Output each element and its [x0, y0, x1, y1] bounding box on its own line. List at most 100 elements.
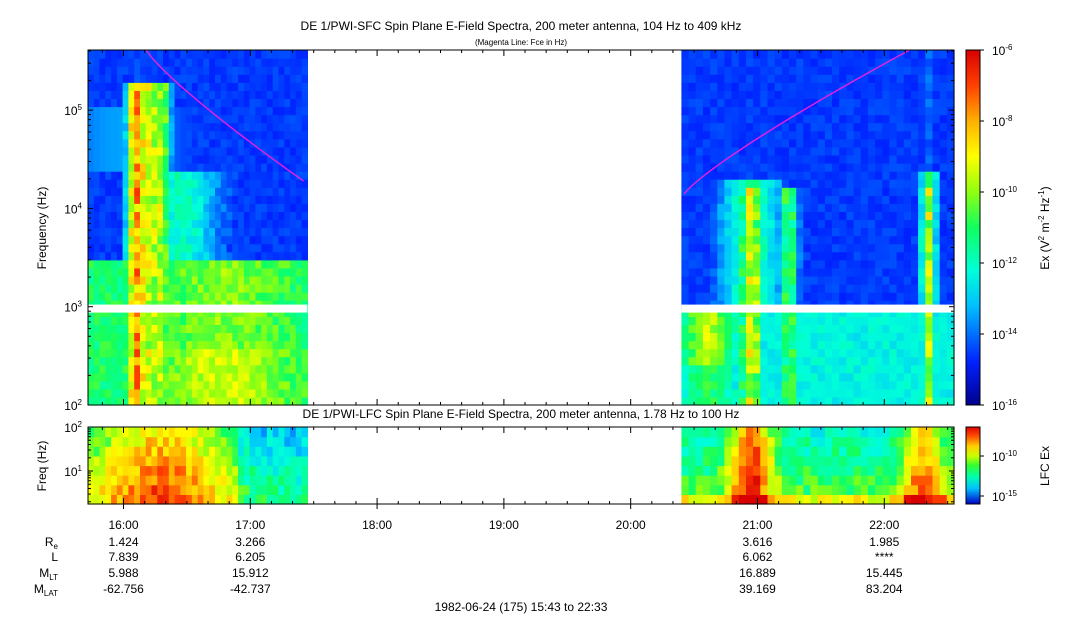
sfc-cell [140, 316, 147, 325]
sfc-cell [925, 267, 934, 277]
sfc-cell [111, 316, 118, 325]
sfc-cell [140, 251, 147, 261]
sfc-cell [215, 284, 222, 293]
sfc-cell [875, 154, 883, 164]
sfc-cell [266, 340, 274, 350]
sfc-cell [774, 187, 783, 196]
sfc-cell [946, 211, 955, 221]
sfc-cell [197, 66, 205, 75]
sfc-cell [789, 187, 797, 196]
sfc-cell [939, 316, 948, 325]
sfc-cell [266, 195, 274, 204]
sfc-cell [860, 171, 869, 180]
sfc-cell [688, 380, 697, 390]
ephemeris-row-label: L [51, 550, 58, 564]
lfc-cell [803, 465, 812, 476]
sfc-cell [738, 195, 747, 204]
sfc-cell [781, 332, 790, 342]
sfc-cell [128, 82, 135, 91]
sfc-cell [203, 364, 210, 374]
lfc-cell [140, 494, 147, 505]
sfc-cell [301, 171, 308, 180]
sfc-cell [875, 114, 883, 124]
sfc-cell [157, 259, 164, 269]
sfc-cell [731, 171, 740, 180]
sfc-cell [238, 372, 245, 382]
sfc-cell [255, 316, 262, 325]
sfc-cell [122, 195, 129, 204]
sfc-cell [209, 187, 216, 196]
sfc-cell [278, 195, 285, 204]
sfc-cell [134, 356, 141, 366]
sfc-cell [889, 187, 898, 196]
sfc-cell [717, 316, 726, 325]
lfc-cell [903, 484, 912, 495]
sfc-cell [272, 380, 280, 390]
sfc-cell [774, 146, 783, 156]
sfc-cell [789, 396, 797, 406]
lfc-cell [197, 436, 205, 447]
sfc-cell [105, 356, 112, 366]
lfc-cell [731, 475, 740, 486]
lfc-cell [903, 446, 912, 457]
sfc-cell [266, 203, 274, 212]
sfc-cell [295, 348, 303, 358]
sfc-cell [145, 324, 153, 333]
sfc-cell [168, 187, 176, 196]
sfc-cell [781, 187, 790, 196]
sfc-cell [688, 187, 697, 196]
sfc-cell [846, 316, 855, 325]
lfc-cell [157, 427, 164, 438]
sfc-cell [220, 211, 228, 221]
lfc-cell [301, 484, 308, 495]
lfc-cell [832, 455, 840, 467]
lfc-cell [832, 427, 840, 438]
sfc-cell [151, 179, 158, 188]
sfc-cell [896, 171, 905, 180]
sfc-cell [116, 211, 124, 221]
sfc-cell [290, 90, 297, 99]
sfc-cell [278, 380, 285, 390]
sfc-cell [767, 251, 776, 261]
sfc-cell [284, 259, 291, 269]
sfc-cell [301, 138, 308, 148]
lfc-cell [88, 455, 95, 467]
sfc-cell [803, 187, 812, 196]
sfc-cell [774, 130, 783, 140]
lfc-cell [932, 455, 941, 467]
lfc-cell [810, 494, 819, 505]
sfc-cell [111, 171, 118, 180]
sfc-cell [911, 332, 919, 342]
sfc-cell [724, 187, 733, 196]
sfc-cell [284, 146, 291, 156]
sfc-cell [93, 154, 101, 164]
sfc-cell [88, 348, 95, 358]
sfc-cell [796, 300, 804, 309]
sfc-cell [140, 138, 147, 148]
sfc-cell [746, 356, 754, 366]
sfc-cell [738, 146, 747, 156]
sfc-cell [191, 243, 199, 253]
sfc-cell [255, 106, 262, 116]
sfc-cell [145, 396, 153, 406]
sfc-cell [99, 179, 106, 188]
sfc-subtitle: (Magenta Line: Fce in Hz) [475, 38, 567, 47]
sfc-cell [832, 58, 840, 67]
sfc-cell [860, 187, 869, 196]
sfc-cell [867, 82, 876, 91]
sfc-cell [220, 284, 228, 293]
sfc-cell [681, 122, 690, 132]
sfc-cell [911, 138, 919, 148]
sfc-cell [88, 372, 95, 382]
lfc-cell [134, 484, 141, 495]
sfc-cell [272, 356, 280, 366]
sfc-cell [284, 396, 291, 406]
sfc-cell [140, 243, 147, 253]
lfc-cell [939, 446, 948, 457]
sfc-cell [853, 58, 862, 67]
lfc-cell [134, 427, 141, 438]
sfc-cell [157, 146, 164, 156]
sfc-cell [180, 396, 187, 406]
sfc-cell [295, 300, 303, 309]
lfc-cell [731, 446, 740, 457]
